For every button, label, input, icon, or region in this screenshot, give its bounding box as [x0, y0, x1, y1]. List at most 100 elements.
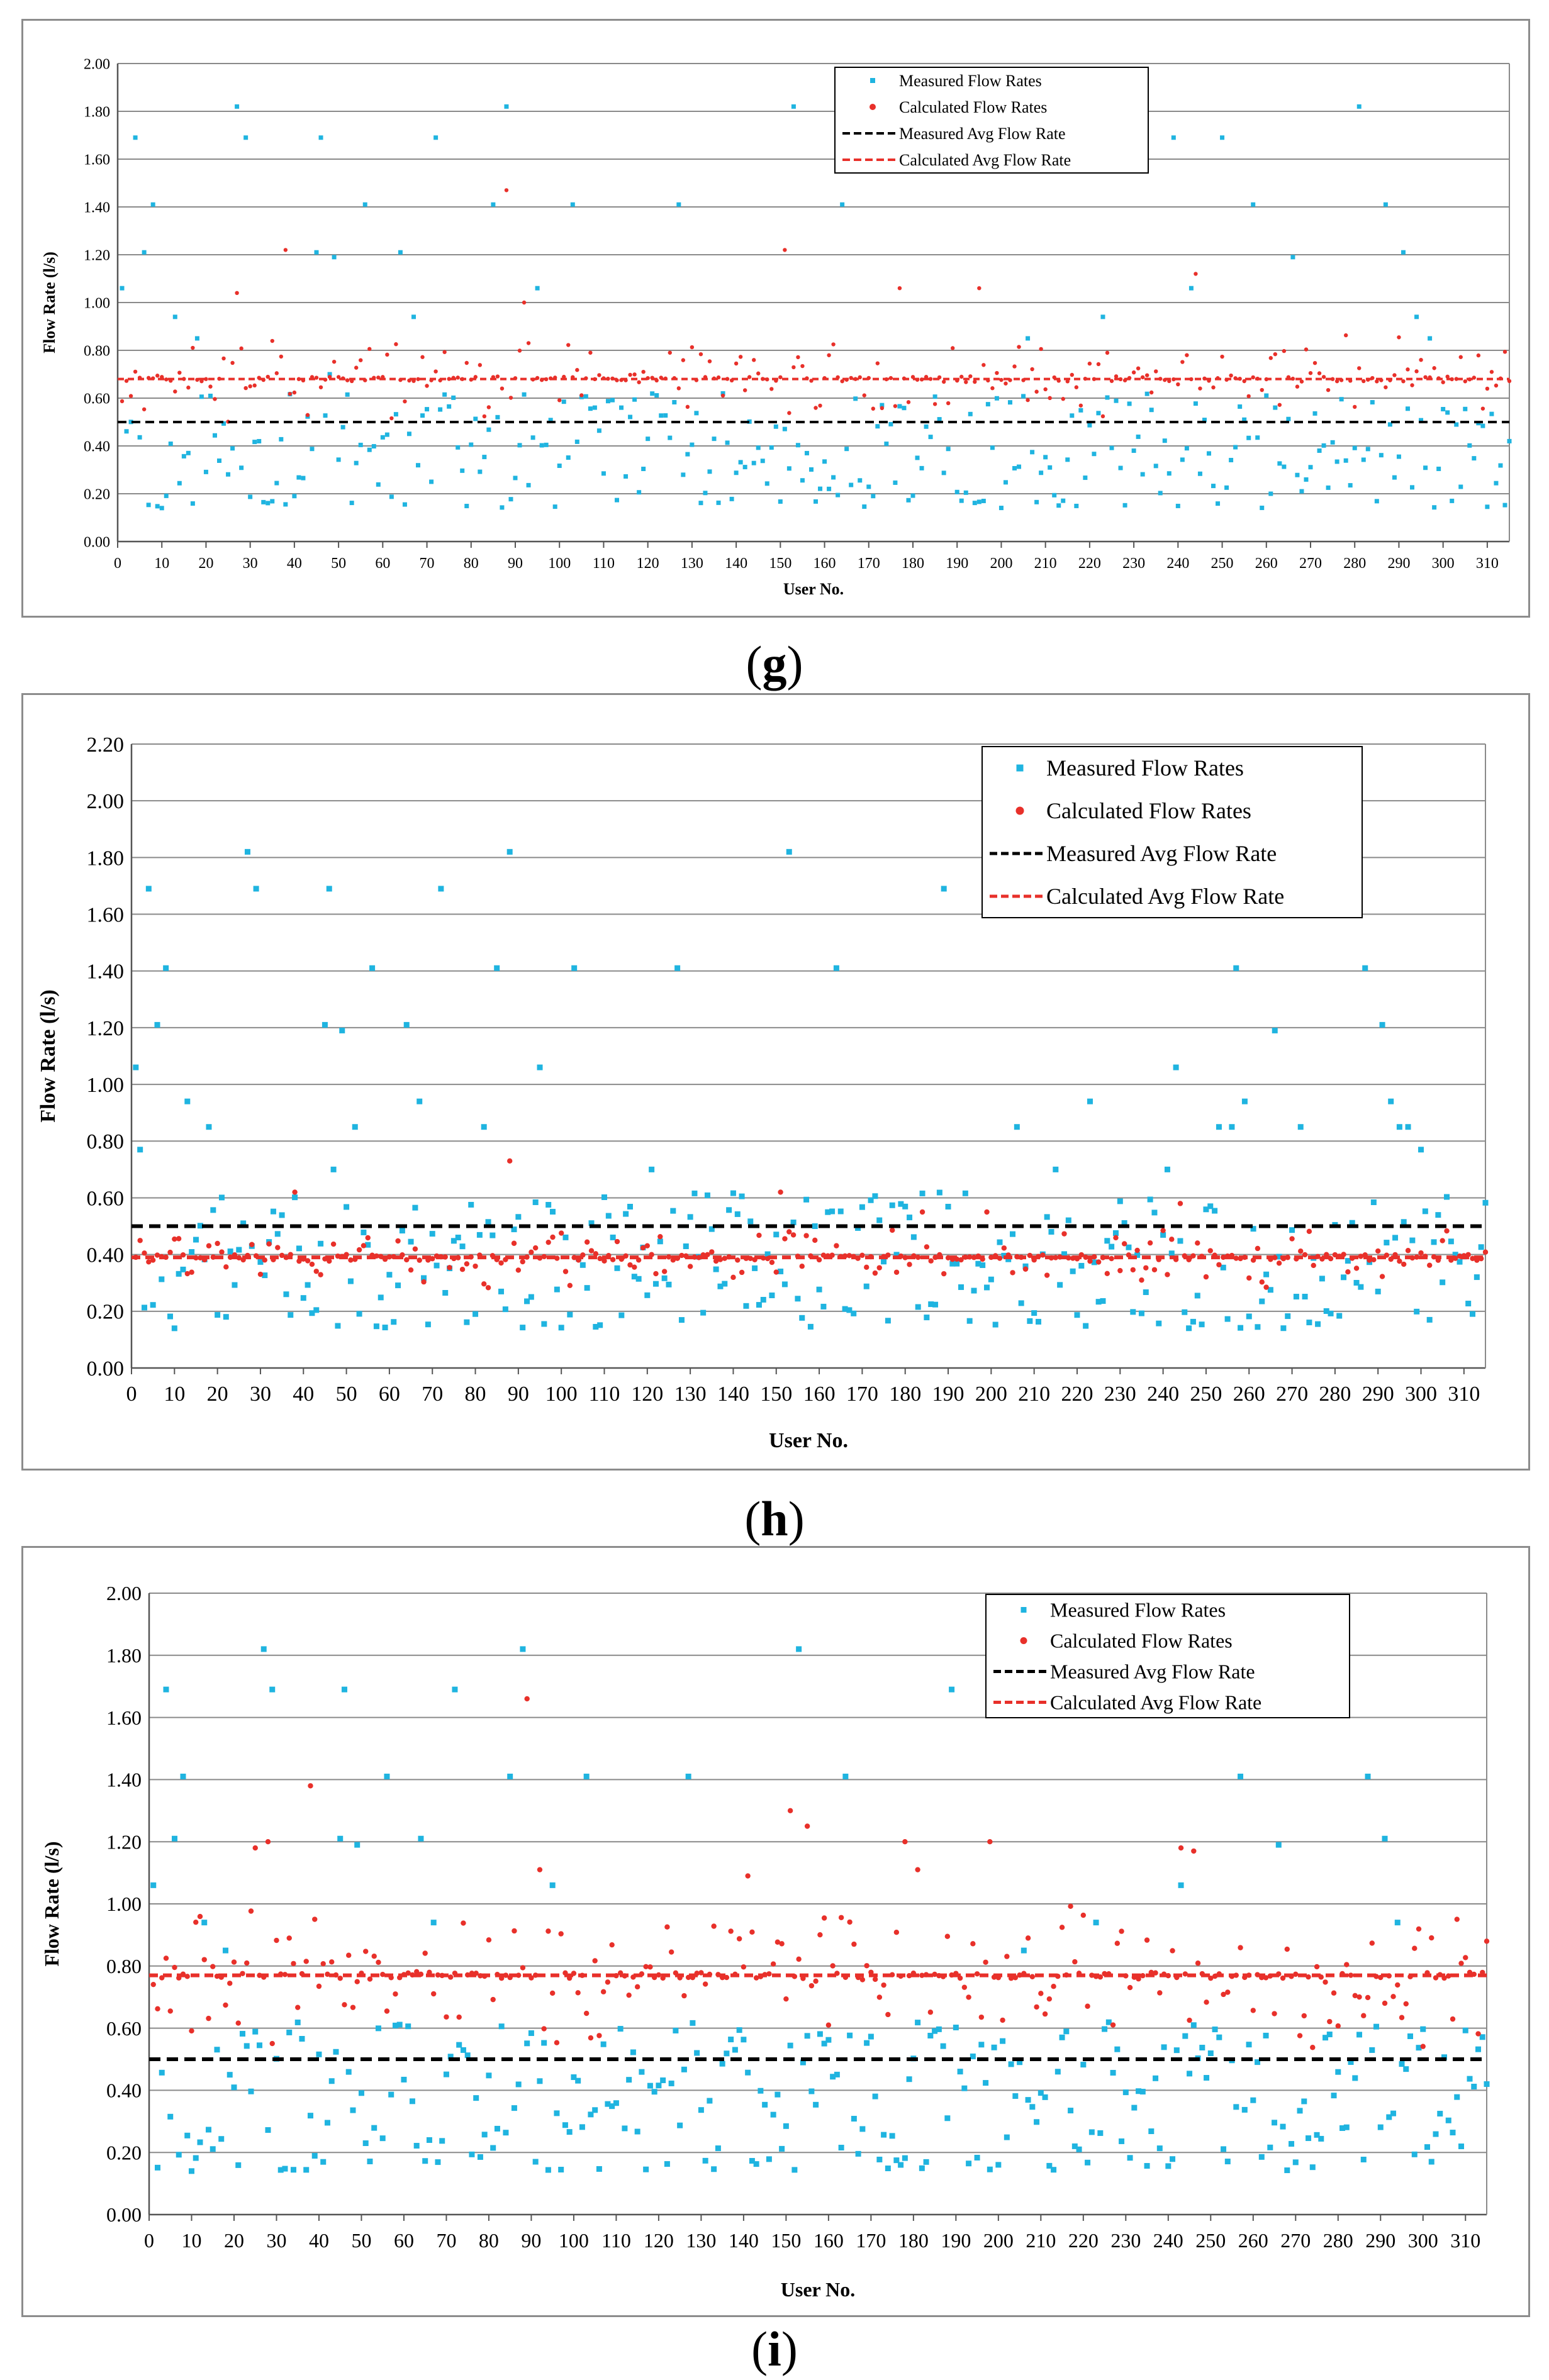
calculated-point	[275, 1245, 281, 1250]
calculated-point	[1344, 1962, 1350, 1967]
calculated-point	[1100, 414, 1105, 419]
x-tick-label: 310	[1448, 1382, 1480, 1406]
calculated-point	[1182, 1971, 1188, 1977]
calculated-point	[1306, 1974, 1311, 1980]
measured-point	[412, 1204, 418, 1211]
measured-point	[1182, 1309, 1188, 1315]
measured-point	[924, 424, 929, 429]
measured-point	[1323, 2035, 1329, 2041]
calculated-point	[389, 416, 394, 421]
calculated-point	[813, 1978, 819, 1984]
measured-point	[395, 1282, 401, 1289]
measured-point	[729, 496, 734, 501]
measured-point	[1180, 457, 1185, 462]
calculated-point	[541, 1254, 547, 1260]
measured-point	[703, 491, 708, 496]
measured-point	[1472, 456, 1477, 461]
calculated-point	[1194, 272, 1198, 276]
series-measured-flow-rates	[150, 1646, 1490, 2174]
measured-point	[481, 1124, 487, 1130]
calculated-point	[846, 1253, 853, 1259]
calculated-point	[282, 1972, 288, 1977]
measured-point	[678, 1317, 685, 1323]
measured-point	[303, 2167, 310, 2173]
chart-svg-h: 0.000.200.400.600.801.001.201.401.601.80…	[36, 733, 1489, 1452]
measured-point	[700, 1310, 707, 1316]
calculated-point	[325, 1971, 330, 1977]
x-tick-label: 50	[351, 2229, 371, 2252]
y-tick-label: 2.20	[87, 733, 125, 757]
calculated-point	[189, 2028, 194, 2034]
x-tick-label: 0	[114, 555, 121, 572]
measured-point	[1403, 2066, 1409, 2072]
calculated-point	[442, 350, 447, 354]
calculated-point	[1326, 387, 1331, 392]
calculated-point	[346, 1952, 352, 1958]
measured-point	[1387, 422, 1392, 427]
measured-point	[1076, 2146, 1082, 2152]
calculated-point	[554, 1255, 560, 1261]
calculated-point	[656, 1972, 662, 1978]
measured-point	[840, 202, 845, 207]
measured-point	[949, 1686, 955, 1693]
measured-point	[1289, 2141, 1295, 2147]
measured-point	[1042, 2094, 1048, 2100]
measured-point	[1246, 435, 1251, 440]
measured-point	[235, 2162, 242, 2168]
calculated-point	[579, 393, 584, 398]
calculated-point	[643, 1964, 649, 1969]
calculated-point	[376, 1959, 381, 1966]
measured-point	[778, 1268, 784, 1274]
calculated-point	[1299, 379, 1304, 384]
measured-point	[1083, 1323, 1089, 1329]
measured-point	[906, 2076, 912, 2082]
calculated-point	[796, 1956, 802, 1962]
measured-point	[1109, 1243, 1115, 1250]
calculated-point	[1221, 1991, 1226, 1998]
measured-point	[736, 2027, 742, 2033]
measured-point	[690, 2020, 696, 2026]
calculated-point	[384, 2008, 390, 2014]
calculated-point	[269, 2040, 275, 2047]
measured-point	[1136, 434, 1141, 439]
calculated-point	[902, 1839, 908, 1845]
measured-point	[1297, 1124, 1304, 1130]
measured-point	[1255, 435, 1260, 440]
calculated-point	[235, 291, 239, 295]
calculated-point	[295, 2005, 301, 2010]
measured-point	[786, 848, 792, 855]
measured-point	[597, 1322, 603, 1328]
measured-point	[1162, 438, 1167, 443]
calculated-point	[999, 377, 1004, 382]
calculated-point	[782, 1236, 788, 1242]
measured-point	[1365, 447, 1370, 452]
measured-point	[1127, 401, 1132, 406]
measured-point	[773, 1232, 780, 1238]
measured-point	[1151, 1209, 1158, 1216]
measured-point	[971, 1287, 977, 1294]
calculated-point	[1216, 1262, 1222, 1267]
measured-point	[456, 445, 461, 450]
calculated-point	[966, 1994, 971, 2000]
calculated-point	[1444, 1228, 1450, 1234]
y-axis-title: Flow Rate (l/s)	[40, 1841, 63, 1966]
x-tick-label: 230	[1122, 555, 1145, 572]
measured-point	[528, 2030, 534, 2037]
measured-point	[154, 1021, 160, 1028]
calculated-point	[1277, 403, 1282, 407]
measured-point	[411, 314, 416, 320]
x-tick-label: 80	[465, 1382, 486, 1406]
measured-point	[796, 1646, 802, 1652]
measured-point	[985, 402, 990, 407]
measured-point	[1074, 503, 1079, 508]
measured-point	[643, 2166, 649, 2172]
measured-point	[725, 440, 730, 445]
measured-point	[940, 2043, 946, 2049]
calculated-point	[1144, 373, 1149, 377]
measured-point	[644, 1292, 651, 1298]
calculated-point	[172, 1236, 177, 1242]
measured-point	[1396, 1124, 1402, 1130]
measured-point	[1463, 406, 1468, 411]
measured-point	[1241, 1098, 1248, 1104]
x-tick-label: 290	[1365, 2229, 1395, 2252]
